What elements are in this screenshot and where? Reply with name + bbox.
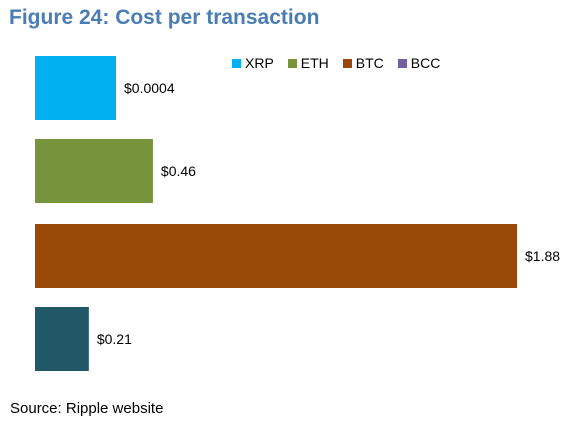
data-label-bcc: $0.21 [97,331,132,347]
bar-eth [35,139,153,203]
bar-btc [35,224,517,288]
chart-title: Figure 24: Cost per transaction [9,6,320,29]
bar-bcc [35,307,89,371]
bar-xrp [35,56,116,120]
legend-item-btc: BTC [342,55,384,71]
legend-label: XRP [245,55,274,71]
chart-legend: XRP ETH BTC BCC [232,55,454,71]
legend-label: BCC [410,55,441,71]
legend-swatch [287,58,297,68]
legend-item-bcc: BCC [397,55,441,71]
legend-swatch [232,58,241,68]
legend-swatch [342,58,352,68]
source-note: Source: Ripple website [10,400,164,417]
data-label-eth: $0.46 [161,163,196,179]
data-label-xrp: $0.0004 [124,80,175,96]
legend-label: ETH [300,55,329,71]
legend-item-xrp: XRP [232,55,274,71]
data-label-btc: $1.88 [525,248,560,264]
legend-swatch [397,58,407,68]
legend-item-eth: ETH [287,55,329,71]
legend-label: BTC [355,55,384,71]
